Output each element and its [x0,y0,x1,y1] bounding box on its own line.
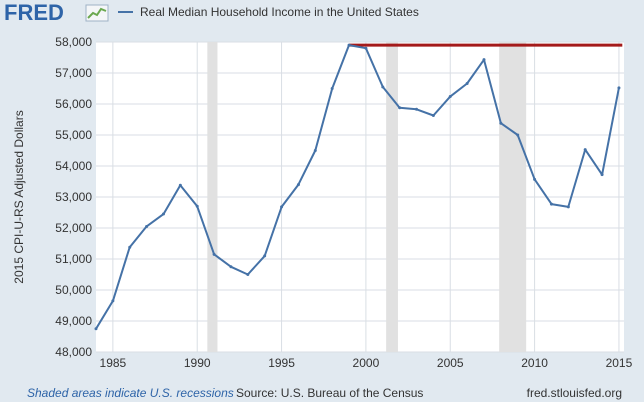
fred-logo-graph-icon [85,4,109,22]
fred-site-link[interactable]: fred.stlouisfed.org [527,386,622,400]
data-point [128,245,132,249]
recession-band [386,42,398,352]
data-point [364,46,368,50]
source-text: Source: U.S. Bureau of the Census [236,386,423,400]
data-points [94,43,621,331]
data-point [94,327,98,331]
data-point [583,148,587,152]
data-point [195,204,199,208]
data-point [178,183,182,187]
y-tick-label: 57,000 [55,66,92,80]
y-axis-label: 2015 CPI-U-RS Adjusted Dollars [12,110,26,283]
recession-note: Shaded areas indicate U.S. recessions [27,386,234,400]
y-tick-label: 58,000 [55,35,92,49]
recession-band [207,42,218,352]
fred-logo[interactable]: FRED [4,0,109,25]
data-point [229,265,233,269]
data-point [482,58,486,62]
x-tick-label: 2000 [353,356,380,370]
recession-shading [207,42,527,352]
data-point [533,177,537,181]
data-point [280,205,284,209]
data-point [566,205,570,209]
x-tick-label: 1995 [268,356,295,370]
y-tick-label: 54,000 [55,159,92,173]
x-tick-label: 2005 [437,356,464,370]
data-point [145,224,149,228]
legend-label: Real Median Household Income in the Unit… [140,5,419,19]
data-point [313,149,317,152]
data-point [111,299,115,303]
data-point [263,254,267,258]
data-point [347,43,351,47]
y-tick-label: 53,000 [55,190,92,204]
data-point [617,86,621,90]
x-tick-label: 1990 [184,356,211,370]
data-point [549,202,553,206]
data-point [246,273,250,276]
x-tick-label: 2010 [521,356,548,370]
data-point [448,95,452,99]
y-tick-label: 50,000 [55,283,92,297]
gridlines [96,41,624,353]
x-tick-label: 1985 [100,356,127,370]
data-point [516,133,520,137]
y-tick-label: 52,000 [55,221,92,235]
y-tick-label: 56,000 [55,97,92,111]
y-tick-labels: 48,000 49,000 50,000 51,000 52,000 53,000 54,0… [55,35,92,359]
data-point [415,107,419,111]
data-point [296,183,300,187]
data-point [381,85,385,89]
data-point [330,87,334,90]
y-tick-label: 49,000 [55,314,92,328]
data-point [212,252,216,256]
recession-band [499,42,527,352]
data-point [161,212,165,216]
data-point [600,173,604,177]
x-tick-label: 2015 [606,356,633,370]
data-point [499,121,503,125]
y-tick-label: 51,000 [55,252,92,266]
y-tick-label: 48,000 [55,345,92,359]
x-tick-labels: 1985 1990 1995 2000 2005 2010 2015 [100,356,633,370]
legend: Real Median Household Income in the Unit… [118,5,419,19]
data-point [398,106,402,110]
fred-logo-text: FRED [4,0,64,25]
data-point [431,113,435,117]
y-tick-label: 55,000 [55,128,92,142]
series-line [95,44,620,330]
data-point [465,82,469,86]
